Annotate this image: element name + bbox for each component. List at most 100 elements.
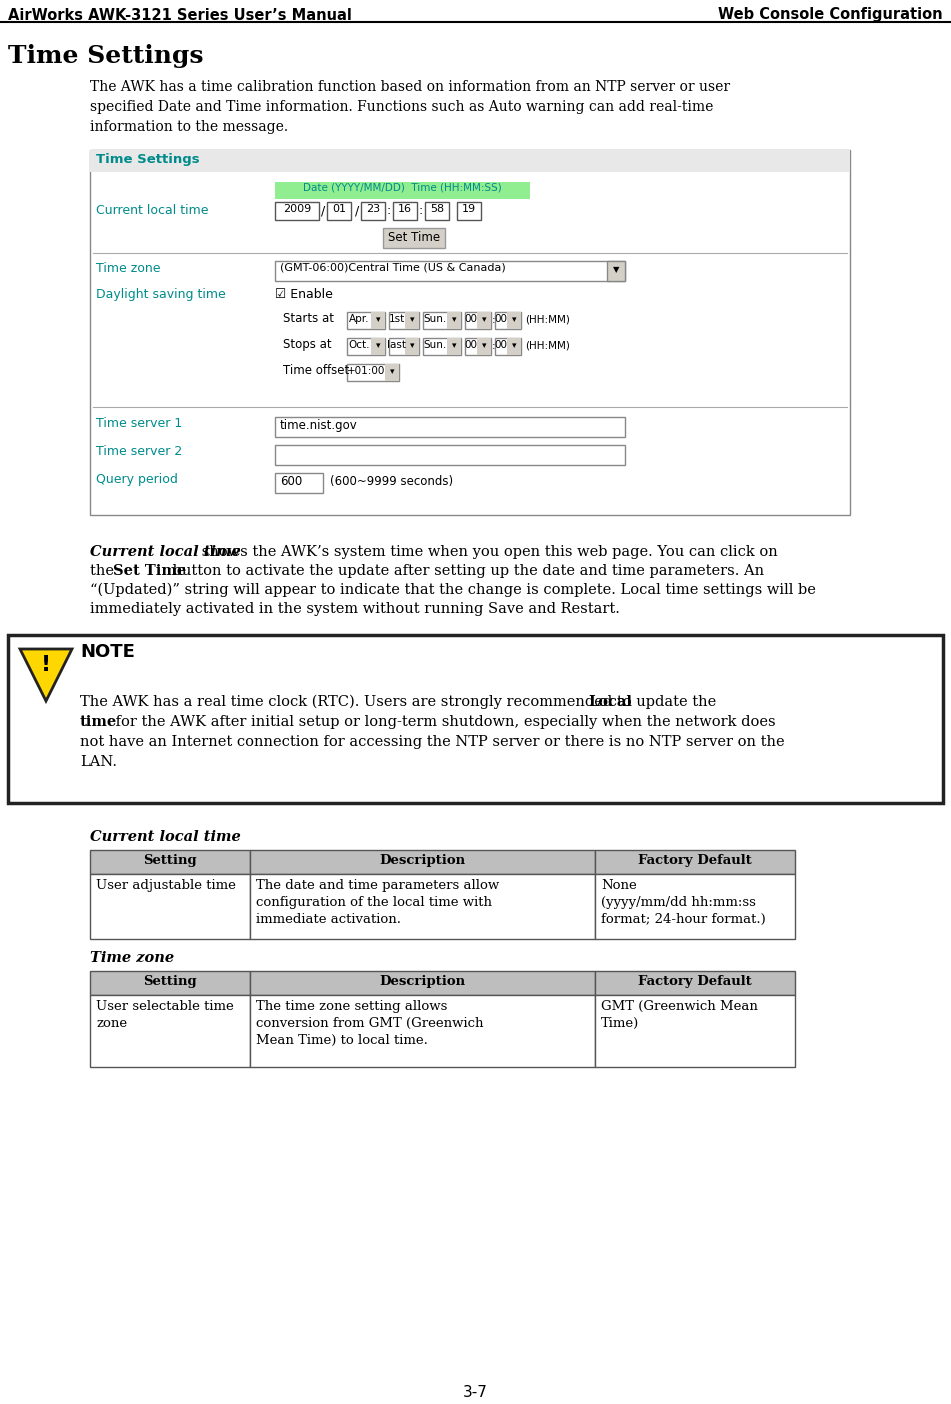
Text: the: the <box>90 564 119 578</box>
Text: Factory Default: Factory Default <box>638 974 752 988</box>
Text: ▾: ▾ <box>512 314 516 324</box>
Text: Time offset: Time offset <box>283 364 349 378</box>
Text: ▾: ▾ <box>452 341 456 350</box>
Text: Time Settings: Time Settings <box>96 153 200 166</box>
FancyBboxPatch shape <box>371 312 385 329</box>
FancyBboxPatch shape <box>507 312 521 329</box>
Text: 600: 600 <box>280 475 302 489</box>
FancyBboxPatch shape <box>275 473 323 493</box>
FancyBboxPatch shape <box>90 972 250 995</box>
Text: :: : <box>492 314 495 324</box>
FancyBboxPatch shape <box>90 150 850 173</box>
Text: Time server 2: Time server 2 <box>96 445 183 458</box>
FancyBboxPatch shape <box>275 261 625 281</box>
Polygon shape <box>20 649 72 701</box>
Text: (HH:MM): (HH:MM) <box>525 314 570 324</box>
Text: shows the AWK’s system time when you open this web page. You can click on: shows the AWK’s system time when you ope… <box>197 545 778 559</box>
Text: Time zone: Time zone <box>90 951 174 965</box>
Text: 16: 16 <box>398 204 412 213</box>
FancyBboxPatch shape <box>393 202 417 220</box>
Text: button to activate the update after setting up the date and time parameters. An: button to activate the update after sett… <box>168 564 764 578</box>
FancyBboxPatch shape <box>361 202 385 220</box>
Text: 00: 00 <box>464 340 477 350</box>
FancyBboxPatch shape <box>477 338 491 355</box>
FancyBboxPatch shape <box>447 338 461 355</box>
Text: 23: 23 <box>366 204 380 213</box>
FancyBboxPatch shape <box>275 417 625 437</box>
Text: ▼: ▼ <box>612 265 619 274</box>
Text: (HH:MM): (HH:MM) <box>525 340 570 350</box>
Text: 2009: 2009 <box>282 204 311 213</box>
FancyBboxPatch shape <box>447 312 461 329</box>
Text: Sun.: Sun. <box>423 340 447 350</box>
Text: :: : <box>387 205 391 218</box>
FancyBboxPatch shape <box>495 338 521 355</box>
Text: Time zone: Time zone <box>96 263 161 275</box>
FancyBboxPatch shape <box>327 202 351 220</box>
FancyBboxPatch shape <box>383 227 445 249</box>
FancyBboxPatch shape <box>389 338 419 355</box>
Text: :: : <box>418 205 423 218</box>
Text: ▾: ▾ <box>482 314 486 324</box>
Text: The time zone setting allows
conversion from GMT (Greenwich
Mean Time) to local : The time zone setting allows conversion … <box>256 1000 483 1047</box>
Text: Local: Local <box>588 695 632 709</box>
Text: Setting: Setting <box>144 854 197 868</box>
FancyBboxPatch shape <box>250 875 595 939</box>
Text: time: time <box>80 715 117 729</box>
Text: Date (YYYY/MM/DD)  Time (HH:MM:SS): Date (YYYY/MM/DD) Time (HH:MM:SS) <box>303 183 502 192</box>
Text: The AWK has a real time clock (RTC). Users are strongly recommended to update th: The AWK has a real time clock (RTC). Use… <box>80 695 721 709</box>
Text: for the AWK after initial setup or long-term shutdown, especially when the netwo: for the AWK after initial setup or long-… <box>111 715 776 729</box>
FancyBboxPatch shape <box>595 972 795 995</box>
Text: Starts at: Starts at <box>283 312 334 324</box>
Text: 58: 58 <box>430 204 444 213</box>
FancyBboxPatch shape <box>385 364 399 380</box>
Text: 3-7: 3-7 <box>463 1384 488 1400</box>
Text: ☑ Enable: ☑ Enable <box>275 288 333 300</box>
FancyBboxPatch shape <box>405 338 419 355</box>
Text: ▾: ▾ <box>410 341 415 350</box>
Text: Time server 1: Time server 1 <box>96 417 183 430</box>
Text: /: / <box>320 205 325 218</box>
Text: Current local time: Current local time <box>96 204 208 218</box>
Text: time.nist.gov: time.nist.gov <box>280 418 358 432</box>
FancyBboxPatch shape <box>595 849 795 875</box>
Text: 00: 00 <box>464 314 477 324</box>
Text: Description: Description <box>379 974 466 988</box>
FancyBboxPatch shape <box>8 635 943 803</box>
FancyBboxPatch shape <box>371 338 385 355</box>
Text: (GMT-06:00)Central Time (US & Canada): (GMT-06:00)Central Time (US & Canada) <box>280 263 506 272</box>
Text: Web Console Configuration: Web Console Configuration <box>718 7 943 22</box>
Text: Daylight saving time: Daylight saving time <box>96 288 225 300</box>
FancyBboxPatch shape <box>90 150 850 515</box>
Text: !: ! <box>41 656 51 675</box>
Text: Query period: Query period <box>96 473 178 486</box>
Text: User adjustable time: User adjustable time <box>96 879 236 892</box>
FancyBboxPatch shape <box>250 995 595 1067</box>
Text: /: / <box>355 205 359 218</box>
Text: GMT (Greenwich Mean
Time): GMT (Greenwich Mean Time) <box>601 1000 758 1031</box>
FancyBboxPatch shape <box>495 312 521 329</box>
Text: The AWK has a time calibration function based on information from an NTP server : The AWK has a time calibration function … <box>90 80 730 135</box>
Text: 01: 01 <box>332 204 346 213</box>
FancyBboxPatch shape <box>457 202 481 220</box>
Text: ▾: ▾ <box>376 314 380 324</box>
Text: Oct.: Oct. <box>348 340 370 350</box>
FancyBboxPatch shape <box>275 183 530 199</box>
Text: AirWorks AWK-3121 Series User’s Manual: AirWorks AWK-3121 Series User’s Manual <box>8 7 352 22</box>
FancyBboxPatch shape <box>465 312 491 329</box>
Text: Time Settings: Time Settings <box>8 44 204 67</box>
Text: NOTE: NOTE <box>80 643 135 661</box>
FancyBboxPatch shape <box>90 875 250 939</box>
Text: “(Updated)” string will appear to indicate that the change is complete. Local ti: “(Updated)” string will appear to indica… <box>90 583 816 597</box>
FancyBboxPatch shape <box>347 312 385 329</box>
Text: ▾: ▾ <box>452 314 456 324</box>
Text: ▾: ▾ <box>376 341 380 350</box>
Text: 19: 19 <box>462 204 476 213</box>
FancyBboxPatch shape <box>607 261 625 281</box>
Text: immediately activated in the system without running Save and Restart.: immediately activated in the system with… <box>90 602 620 616</box>
FancyBboxPatch shape <box>425 202 449 220</box>
FancyBboxPatch shape <box>423 338 461 355</box>
Text: Description: Description <box>379 854 466 868</box>
FancyBboxPatch shape <box>250 849 595 875</box>
FancyBboxPatch shape <box>477 312 491 329</box>
